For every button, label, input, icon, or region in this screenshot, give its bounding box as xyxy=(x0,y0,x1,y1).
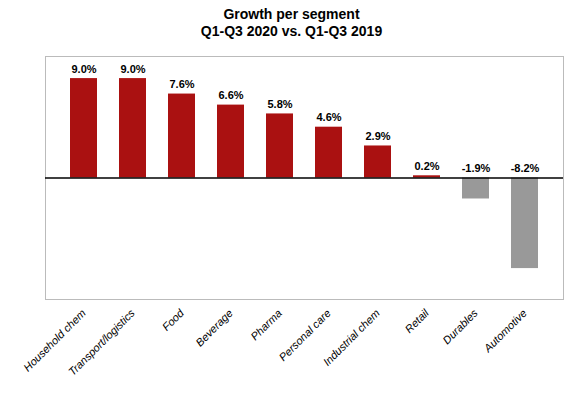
svg-text:4.6%: 4.6% xyxy=(316,111,341,123)
svg-text:Retail: Retail xyxy=(403,306,432,335)
svg-text:Industrial chem: Industrial chem xyxy=(321,307,382,368)
svg-text:Food: Food xyxy=(160,306,187,333)
svg-text:-1.9%: -1.9% xyxy=(462,162,491,174)
svg-text:Transport/logistics: Transport/logistics xyxy=(66,306,137,377)
html-text:Q1-Q3 2020 vs. Q1-Q3 2019: Q1-Q3 2020 vs. Q1-Q3 2019 xyxy=(200,23,383,39)
svg-text:Beverage: Beverage xyxy=(193,307,235,349)
svg-text:5.8%: 5.8% xyxy=(267,98,292,110)
html-text:Growth per segment: Growth per segment xyxy=(223,6,360,22)
svg-text:Personal care: Personal care xyxy=(276,306,333,364)
svg-text:2.9%: 2.9% xyxy=(365,130,390,142)
svg-text:0.2%: 0.2% xyxy=(414,160,439,172)
svg-text:6.6%: 6.6% xyxy=(218,89,243,101)
svg-text:Household chem: Household chem xyxy=(21,306,88,374)
svg-text:Pharma: Pharma xyxy=(248,307,284,343)
svg-text:-8.2%: -8.2% xyxy=(511,162,540,174)
svg-text:9.0%: 9.0% xyxy=(71,63,96,75)
svg-text:7.6%: 7.6% xyxy=(169,78,194,90)
svg-text:Automotive: Automotive xyxy=(481,307,529,355)
svg-text:9.0%: 9.0% xyxy=(120,63,145,75)
svg-text:Durables: Durables xyxy=(440,306,480,346)
